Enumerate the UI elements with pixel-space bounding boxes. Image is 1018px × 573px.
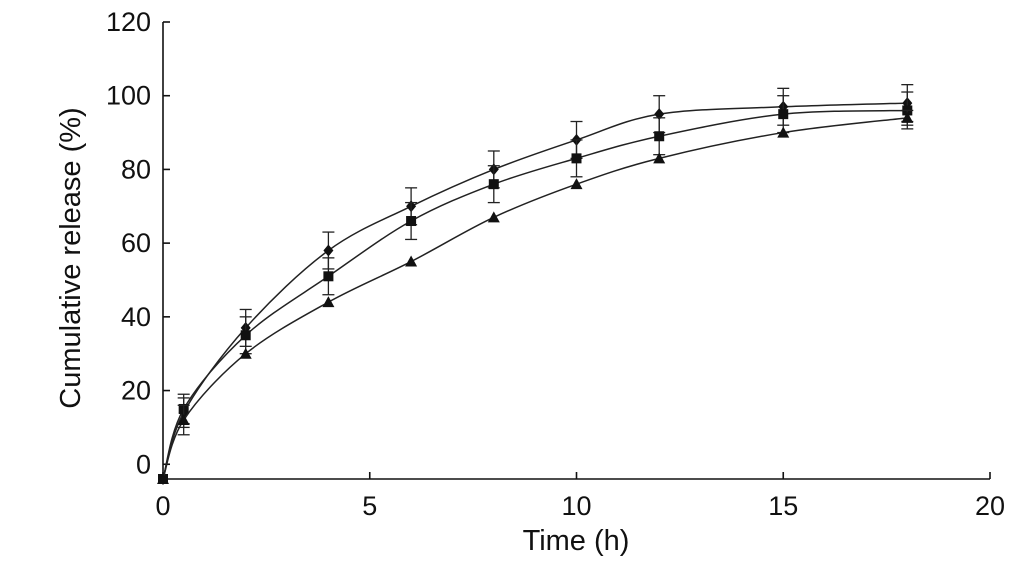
data-point-square [654, 131, 665, 142]
series-triangle [157, 109, 914, 484]
data-point-square [488, 179, 499, 190]
y-tick-label: 20 [121, 376, 151, 406]
data-point-triangle [653, 152, 666, 164]
y-tick-label: 120 [106, 7, 151, 37]
x-axis-title: Time (h) [523, 525, 630, 557]
x-tick-label: 5 [362, 491, 377, 521]
x-tick-label: 10 [561, 491, 591, 521]
x-tick-label: 15 [768, 491, 798, 521]
data-point-square [323, 271, 334, 282]
data-point-square [406, 216, 417, 227]
data-point-diamond [654, 108, 665, 121]
y-tick-label: 80 [121, 154, 151, 184]
data-point-triangle [487, 211, 500, 223]
y-tick-label: 40 [121, 302, 151, 332]
plot-area [157, 84, 914, 485]
ticks: 0 5 10 15 20 0 20 40 60 80 100 120 [106, 7, 1005, 521]
data-point-triangle [777, 126, 790, 138]
data-point-triangle [157, 473, 169, 484]
series-diamond [158, 84, 914, 485]
data-point-triangle [239, 347, 252, 359]
data-point-triangle [322, 296, 335, 308]
series-line-triangle [162, 117, 908, 480]
data-point-square [571, 153, 582, 164]
x-tick-label: 20 [975, 491, 1005, 521]
series-line-diamond [162, 102, 908, 480]
series-square [158, 91, 914, 484]
y-tick-label: 0 [136, 449, 151, 479]
data-point-diamond [323, 244, 334, 257]
data-point-square [240, 330, 251, 341]
data-point-triangle [570, 178, 583, 190]
data-point-square [778, 109, 789, 120]
axes [162, 22, 990, 480]
data-point-triangle [177, 414, 190, 426]
x-tick-label: 0 [155, 491, 170, 521]
data-point-triangle [405, 255, 418, 267]
y-axis-title: Cumulative release (%) [55, 107, 87, 408]
series-line-square [162, 109, 908, 480]
y-tick-label: 100 [106, 81, 151, 111]
y-tick-label: 60 [121, 228, 151, 258]
data-point-triangle [901, 111, 914, 123]
